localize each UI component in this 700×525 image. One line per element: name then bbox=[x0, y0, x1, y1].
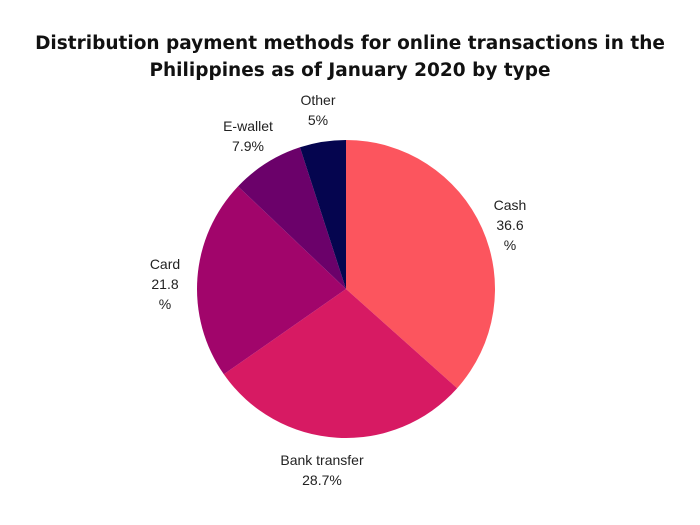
pie-slice-card bbox=[197, 186, 346, 375]
chart-title-line-2: Philippines as of January 2020 by type bbox=[149, 60, 551, 81]
slice-label-bank-transfer: Bank transfer 28.7% bbox=[280, 452, 364, 488]
chart-title-line-1: Distribution payment methods for online … bbox=[35, 33, 665, 54]
pie-slice-bank-transfer bbox=[223, 289, 458, 439]
pie-slice-cash bbox=[346, 140, 496, 389]
slice-label-other: Other 5% bbox=[300, 92, 335, 128]
slice-label-e-wallet: E-wallet 7.9% bbox=[223, 118, 273, 154]
slice-label-card: Card 21.8% bbox=[150, 256, 180, 312]
pie-slice-e-wallet bbox=[238, 147, 346, 289]
slice-label-cash: Cash 36.6% bbox=[494, 197, 527, 253]
pie-slice-other bbox=[299, 140, 346, 289]
